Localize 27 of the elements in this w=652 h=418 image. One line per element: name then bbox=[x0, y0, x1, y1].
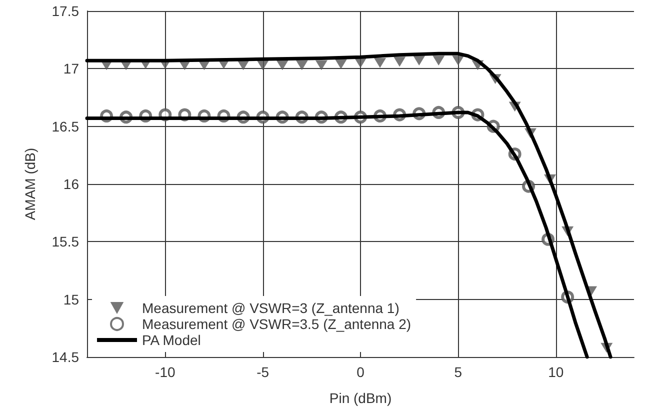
y-tick-label: 17.5 bbox=[52, 3, 80, 19]
y-tick-label: 16.5 bbox=[52, 118, 80, 134]
point bbox=[432, 56, 445, 66]
x-tick-label: 10 bbox=[548, 364, 564, 380]
legend-label: PA Model bbox=[142, 332, 201, 348]
point bbox=[452, 56, 464, 66]
point bbox=[334, 59, 347, 70]
legend-label: Measurement @ VSWR=3 (Z_antenna 1) bbox=[142, 300, 400, 316]
point bbox=[394, 56, 406, 67]
line-series bbox=[85, 52, 612, 359]
point bbox=[296, 60, 308, 70]
x-tick-label: -5 bbox=[256, 364, 270, 380]
y-tick-label: 15.5 bbox=[52, 234, 80, 250]
x-axis-title: Pin (dBm) bbox=[329, 390, 392, 406]
x-tick-label: 5 bbox=[454, 364, 462, 380]
point bbox=[413, 56, 426, 66]
point bbox=[315, 60, 328, 70]
x-tick-label: -10 bbox=[155, 364, 176, 380]
x-tick-label: 0 bbox=[356, 364, 365, 380]
legend-label: Measurement @ VSWR=3.5 (Z_antenna 2) bbox=[142, 316, 412, 332]
y-axis-title: AMAM (dB) bbox=[22, 148, 38, 220]
y-tick-label: 16 bbox=[63, 176, 80, 192]
point bbox=[276, 60, 288, 70]
y-tick-label: 17 bbox=[63, 60, 80, 77]
y-tick-label: 14.5 bbox=[52, 349, 80, 365]
point bbox=[374, 58, 386, 68]
y-tick-label: 15 bbox=[63, 291, 80, 308]
